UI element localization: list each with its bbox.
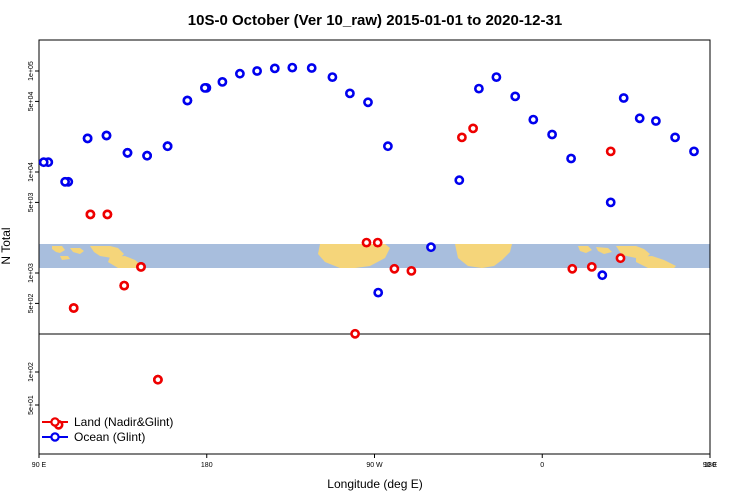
- data-point-ocean: [528, 114, 539, 125]
- y-tick-label: 5e+03: [28, 192, 35, 212]
- data-point-land: [136, 261, 146, 272]
- data-point-ocean: [670, 132, 680, 143]
- data-point-ocean: [454, 175, 465, 186]
- data-point-ocean: [491, 72, 502, 82]
- legend-marker-ocean: [50, 432, 60, 442]
- data-point-ocean: [217, 77, 228, 87]
- data-point-ocean: [605, 197, 616, 208]
- x-axis-label: Longitude (deg E): [327, 477, 422, 491]
- x-tick-label: 0: [540, 462, 544, 469]
- data-point-land: [468, 123, 478, 134]
- ocean-series: [38, 62, 699, 298]
- x-tick-label: 90 E: [32, 462, 47, 469]
- data-point-ocean: [566, 153, 576, 164]
- y-tick-label: 1e+03: [28, 263, 35, 283]
- chart-title: 10S-0 October (Ver 10_raw) 2015-01-01 to…: [188, 12, 562, 29]
- data-point-ocean: [382, 141, 393, 152]
- land-series: [53, 123, 626, 430]
- landmass-australia-east: [636, 256, 676, 268]
- data-point-ocean: [252, 66, 262, 76]
- data-point-ocean: [547, 129, 557, 140]
- y-tick-label: 5e+04: [28, 91, 35, 111]
- data-point-ocean: [269, 63, 280, 74]
- y-tick-label: 1e+04: [28, 162, 35, 182]
- data-point-ocean: [82, 133, 93, 144]
- data-point-ocean: [182, 95, 193, 106]
- data-point-land: [615, 253, 626, 264]
- data-point-land: [586, 261, 597, 272]
- data-point-land: [389, 263, 400, 274]
- data-point-land: [372, 237, 383, 248]
- data-point-ocean: [597, 270, 608, 281]
- landmass-africa: [455, 244, 512, 268]
- data-point-ocean: [234, 68, 245, 79]
- data-point-ocean: [473, 83, 484, 94]
- data-point-land: [102, 209, 113, 220]
- data-point-land: [406, 265, 417, 276]
- data-point-ocean: [426, 242, 436, 253]
- data-point-ocean: [634, 113, 645, 124]
- axes: 90 E 180 90 W 0 90 E1801e+055e+041e+045e+031…: [28, 61, 718, 469]
- data-point-ocean: [689, 146, 699, 157]
- data-point-ocean: [60, 176, 70, 187]
- landmass-south-america: [318, 244, 390, 268]
- x-tick-label: 90 E: [703, 462, 718, 469]
- legend-label-ocean: Ocean (Glint): [74, 430, 145, 444]
- data-point-ocean: [363, 97, 373, 108]
- y-tick-label: 5e+01: [28, 395, 35, 415]
- landmass-indonesia: [52, 246, 124, 260]
- data-point-land: [605, 146, 616, 157]
- map-band: [39, 244, 710, 268]
- data-point-ocean: [122, 147, 133, 158]
- data-point-ocean: [287, 62, 298, 73]
- data-point-land: [350, 328, 360, 339]
- data-point-ocean: [327, 72, 338, 82]
- legend-marker-land: [50, 417, 60, 427]
- y-axis-label: N Total: [0, 227, 13, 264]
- data-point-ocean: [373, 287, 384, 298]
- data-point-ocean: [142, 150, 152, 161]
- data-point-ocean: [199, 83, 210, 93]
- data-point-land: [68, 303, 79, 313]
- legend-label-land: Land (Nadir&Glint): [74, 415, 173, 429]
- y-tick-label: 1e+05: [28, 61, 35, 81]
- y-tick-label: 1e+02: [28, 362, 35, 382]
- data-point-ocean: [162, 141, 173, 152]
- data-point-land: [152, 374, 163, 385]
- data-point-ocean: [38, 157, 49, 168]
- x-tick-label: 180: [704, 462, 716, 469]
- x-tick-label: 180: [201, 462, 213, 469]
- data-point-land: [456, 132, 467, 143]
- data-point-land: [361, 237, 372, 248]
- data-point-ocean: [651, 116, 661, 126]
- data-point-ocean: [618, 93, 629, 103]
- y-tick-label: 5e+02: [28, 293, 35, 313]
- landmass-australia: [108, 256, 142, 268]
- data-point-land: [119, 280, 130, 291]
- data-point-land: [567, 263, 578, 274]
- legend: Land (Nadir&Glint) Ocean (Glint): [42, 415, 173, 444]
- landmass-indonesia-east: [578, 246, 650, 258]
- data-point-land: [85, 209, 96, 220]
- data-point-ocean: [306, 63, 317, 73]
- data-point-ocean: [101, 130, 112, 141]
- x-tick-label: 90 W: [366, 462, 383, 469]
- data-point-ocean: [344, 88, 355, 99]
- data-point-ocean: [510, 91, 521, 102]
